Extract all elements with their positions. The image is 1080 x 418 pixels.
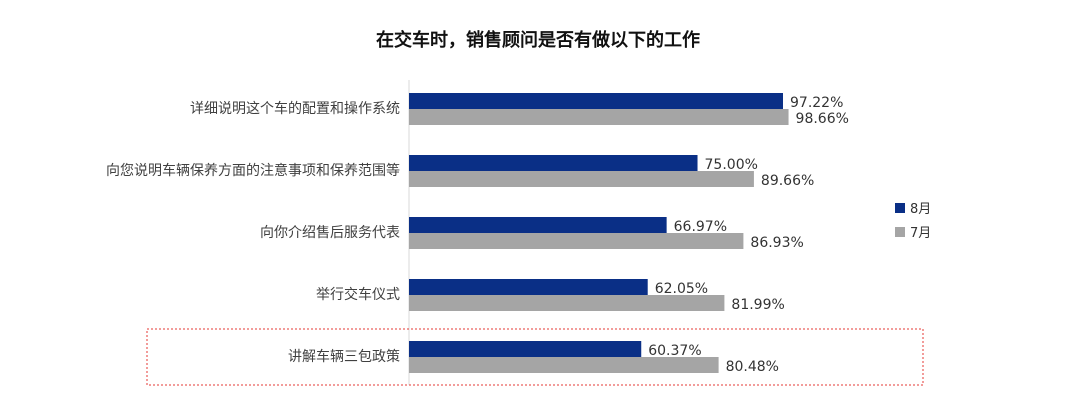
bar-aug bbox=[409, 217, 667, 233]
category-label: 详细说明这个车的配置和操作系统 bbox=[190, 100, 400, 117]
bar-jul bbox=[409, 295, 725, 311]
bar-jul bbox=[409, 171, 754, 187]
data-label: 81.99% bbox=[731, 297, 784, 313]
data-label: 80.48% bbox=[726, 359, 779, 375]
data-label: 98.66% bbox=[796, 111, 849, 127]
highlight-box bbox=[146, 328, 924, 386]
bar-aug bbox=[409, 279, 648, 295]
data-label: 75.00% bbox=[705, 157, 758, 173]
legend-swatch bbox=[895, 203, 905, 213]
category-label: 讲解车辆三包政策 bbox=[288, 348, 400, 365]
category-label: 向您说明车辆保养方面的注意事项和保养范围等 bbox=[106, 162, 400, 179]
data-label: 60.37% bbox=[648, 343, 701, 359]
data-label: 62.05% bbox=[655, 281, 708, 297]
plot-area: 详细说明这个车的配置和操作系统 97.22%98.66% 向您说明车辆保养方面的注意… bbox=[106, 80, 924, 386]
category-label: 举行交车仪式 bbox=[316, 286, 400, 303]
bar-aug bbox=[409, 341, 642, 357]
data-label: 97.22% bbox=[790, 95, 843, 111]
bar-aug bbox=[409, 155, 698, 171]
data-label: 86.93% bbox=[750, 235, 803, 251]
chart-title: 在交车时，销售顾问是否有做以下的工作 bbox=[376, 29, 700, 51]
legend-label: 8月 bbox=[910, 202, 931, 217]
bar-aug bbox=[409, 93, 783, 109]
legend: 8月 7月 bbox=[895, 202, 931, 241]
bar-jul bbox=[409, 357, 719, 373]
bar-jul bbox=[409, 233, 744, 249]
legend-label: 7月 bbox=[910, 226, 931, 241]
legend-swatch bbox=[895, 227, 905, 237]
data-label: 89.66% bbox=[761, 173, 814, 189]
bar-jul bbox=[409, 109, 789, 125]
category-label: 向你介绍售后服务代表 bbox=[260, 225, 400, 241]
data-label: 66.97% bbox=[674, 219, 727, 235]
